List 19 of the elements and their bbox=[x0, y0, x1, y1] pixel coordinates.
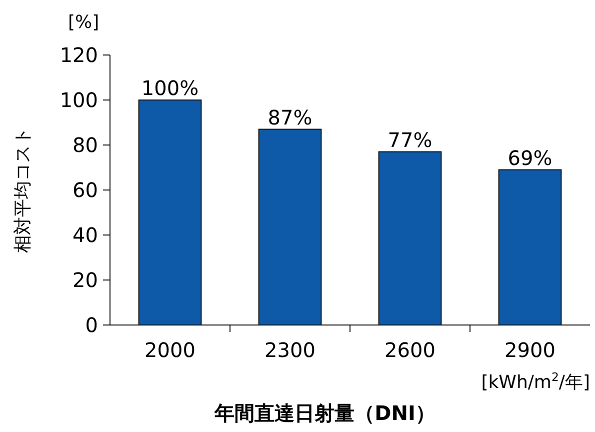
x-tick-label: 2600 bbox=[384, 338, 436, 362]
y-tick-label: 0 bbox=[85, 313, 98, 337]
text: [%] bbox=[68, 12, 100, 33]
y-tick-label: 120 bbox=[60, 43, 98, 67]
data-label: 87% bbox=[268, 105, 312, 130]
data-label: 69% bbox=[508, 146, 552, 170]
x-tick-label: 2000 bbox=[144, 338, 196, 362]
data-label: 100% bbox=[141, 76, 199, 100]
y-tick-label: 20 bbox=[72, 268, 98, 292]
x-axis-title: 年間直達日射量（DNI） bbox=[214, 401, 436, 425]
y-axis-title: 相対平均コスト bbox=[12, 127, 34, 253]
data-label: 77% bbox=[388, 128, 432, 152]
y-tick-label: 60 bbox=[72, 178, 98, 202]
y-tick-label: 40 bbox=[72, 223, 98, 247]
x-tick-label: 2300 bbox=[264, 338, 316, 362]
x-tick-label: 2900 bbox=[504, 338, 556, 362]
y-tick-label: 80 bbox=[72, 133, 98, 157]
text: [kWh/m$^{2}$/年] bbox=[481, 370, 590, 393]
y-tick-label: 100 bbox=[60, 88, 98, 112]
